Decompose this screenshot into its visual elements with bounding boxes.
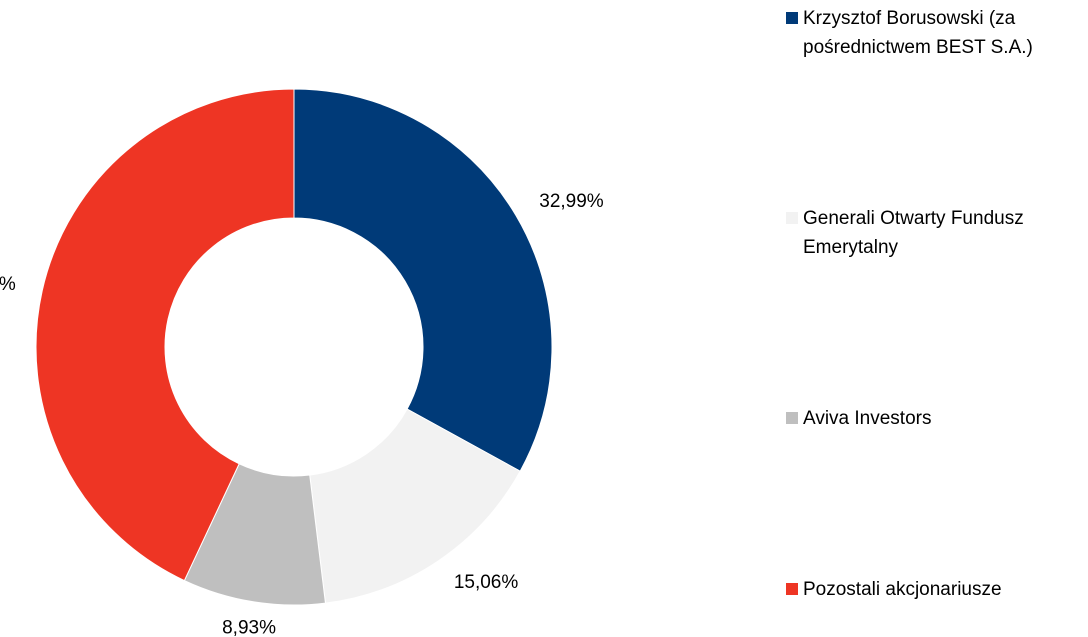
- legend-item: Generali Otwarty Fundusz Emerytalny: [786, 204, 1076, 262]
- legend-swatch: [786, 583, 798, 595]
- donut-slice: [293, 88, 553, 472]
- legend-label: Aviva Investors: [803, 408, 932, 429]
- legend-label: Generali Otwarty Fundusz Emerytalny: [803, 208, 1024, 258]
- donut-slice: [309, 408, 521, 604]
- data-label: 15,06%: [454, 572, 519, 593]
- data-label: 8,93%: [222, 617, 276, 637]
- legend-item: Krzysztof Borusowski (za pośrednictwem B…: [786, 4, 1076, 62]
- data-label: 43,01%: [0, 274, 16, 295]
- legend-swatch: [786, 212, 798, 224]
- legend-label: Pozostali akcjonariusze: [803, 579, 1002, 600]
- legend: Krzysztof Borusowski (za pośrednictwem B…: [786, 4, 1076, 604]
- legend-item: Aviva Investors: [786, 404, 1076, 433]
- legend-label: Krzysztof Borusowski (za pośrednictwem B…: [803, 8, 1033, 58]
- legend-swatch: [786, 412, 798, 424]
- legend-item: Pozostali akcjonariusze: [786, 575, 1076, 604]
- donut-slice: [35, 88, 295, 582]
- legend-swatch: [786, 12, 798, 24]
- data-label: 32,99%: [539, 191, 604, 212]
